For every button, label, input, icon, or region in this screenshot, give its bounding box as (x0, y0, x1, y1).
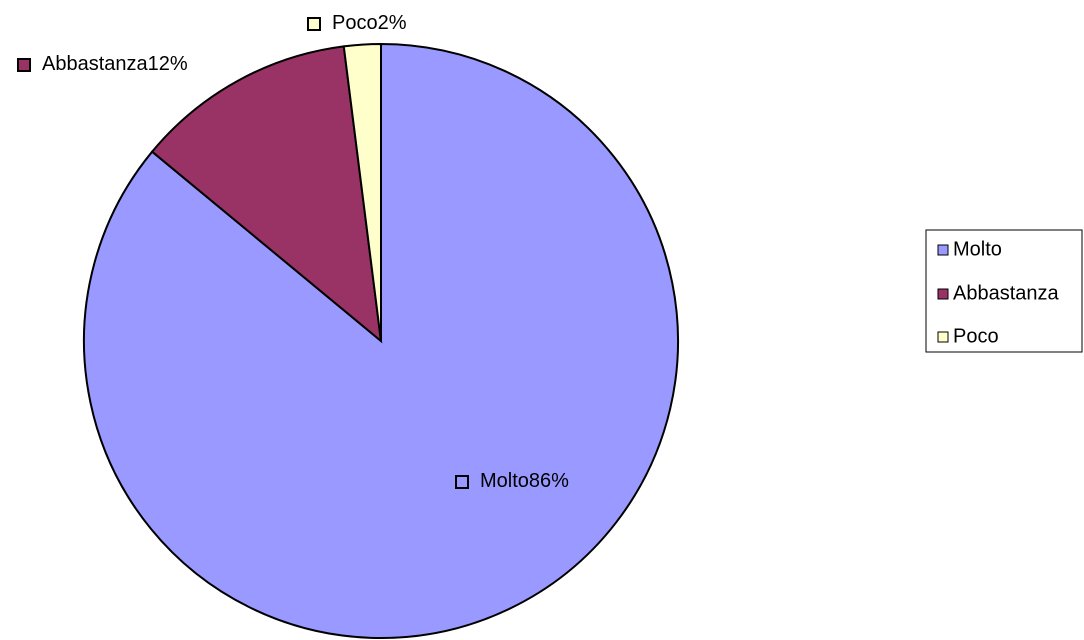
label-key (307, 17, 321, 31)
legend-label: Abbastanza (953, 282, 1060, 304)
pie-slice (342, 42, 382, 342)
data-label-category: Abbastanza (42, 53, 149, 75)
data-label: Poco2% (332, 12, 407, 34)
label-key (17, 58, 31, 72)
label-key (455, 475, 469, 489)
data-label: Molto86% (480, 470, 569, 492)
data-label-value: 86% (529, 470, 569, 492)
legend-key (937, 288, 949, 300)
data-label-value: 2% (378, 12, 407, 34)
data-label-category: Poco (332, 12, 378, 34)
pie-slice (150, 45, 383, 344)
legend-key (937, 244, 949, 256)
legend-label: Molto (953, 238, 1002, 260)
data-label-value: 12% (148, 53, 188, 75)
data-label-category: Molto (480, 470, 529, 492)
legend-box (925, 229, 1083, 353)
legend-label: Poco (953, 325, 999, 347)
data-label: Abbastanza12% (42, 53, 188, 75)
legend-key (937, 331, 949, 343)
